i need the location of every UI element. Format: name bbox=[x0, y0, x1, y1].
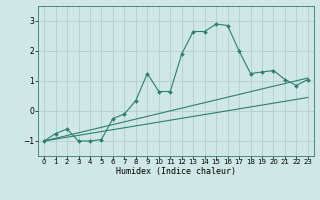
X-axis label: Humidex (Indice chaleur): Humidex (Indice chaleur) bbox=[116, 167, 236, 176]
